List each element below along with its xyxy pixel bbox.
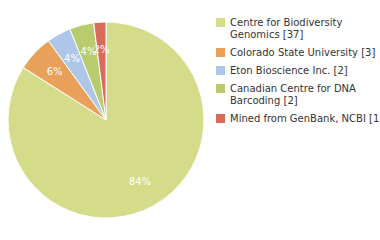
legend-item: Colorado State University [3] bbox=[216, 47, 375, 58]
legend-label-line: Barcoding [2] bbox=[230, 95, 298, 106]
data-label: 84% bbox=[129, 176, 151, 187]
chart: 84%6%4%4%2%Centre for BiodiversityGenomi… bbox=[0, 0, 380, 240]
legend-item: Centre for BiodiversityGenomics [37] bbox=[216, 17, 343, 40]
legend-item: Canadian Centre for DNABarcoding [2] bbox=[216, 83, 356, 106]
legend-swatch bbox=[216, 114, 225, 123]
legend-label-line: Genomics [37] bbox=[230, 29, 303, 40]
legend-label-line: Colorado State University [3] bbox=[230, 47, 375, 58]
data-label: 2% bbox=[94, 44, 110, 55]
legend-label-line: Centre for Biodiversity bbox=[230, 17, 343, 28]
legend-label-line: Mined from GenBank, NCBI [1] bbox=[230, 113, 380, 124]
pie-slice bbox=[94, 22, 106, 120]
legend-label-line: Eton Bioscience Inc. [2] bbox=[230, 65, 348, 76]
data-labels: 84%6%4%4%2% bbox=[47, 44, 151, 187]
legend-label: Centre for BiodiversityGenomics [37] bbox=[230, 17, 343, 40]
data-label: 6% bbox=[47, 66, 63, 77]
legend-label: Eton Bioscience Inc. [2] bbox=[230, 65, 348, 76]
pie-slice bbox=[8, 22, 204, 218]
legend-swatch bbox=[216, 84, 225, 93]
legend-item: Mined from GenBank, NCBI [1] bbox=[216, 113, 380, 124]
legend: Centre for BiodiversityGenomics [37] Colo… bbox=[216, 17, 380, 124]
pie-slice bbox=[70, 23, 106, 120]
pie bbox=[8, 22, 204, 218]
legend-label-line: Canadian Centre for DNA bbox=[230, 83, 356, 94]
legend-label: Mined from GenBank, NCBI [1] bbox=[230, 113, 380, 124]
legend-item: Eton Bioscience Inc. [2] bbox=[216, 65, 348, 76]
legend-swatch bbox=[216, 18, 225, 27]
legend-label: Colorado State University [3] bbox=[230, 47, 375, 58]
data-label: 4% bbox=[64, 53, 80, 64]
legend-label: Canadian Centre for DNABarcoding [2] bbox=[230, 83, 356, 106]
legend-swatch bbox=[216, 48, 225, 57]
legend-swatch bbox=[216, 66, 225, 75]
